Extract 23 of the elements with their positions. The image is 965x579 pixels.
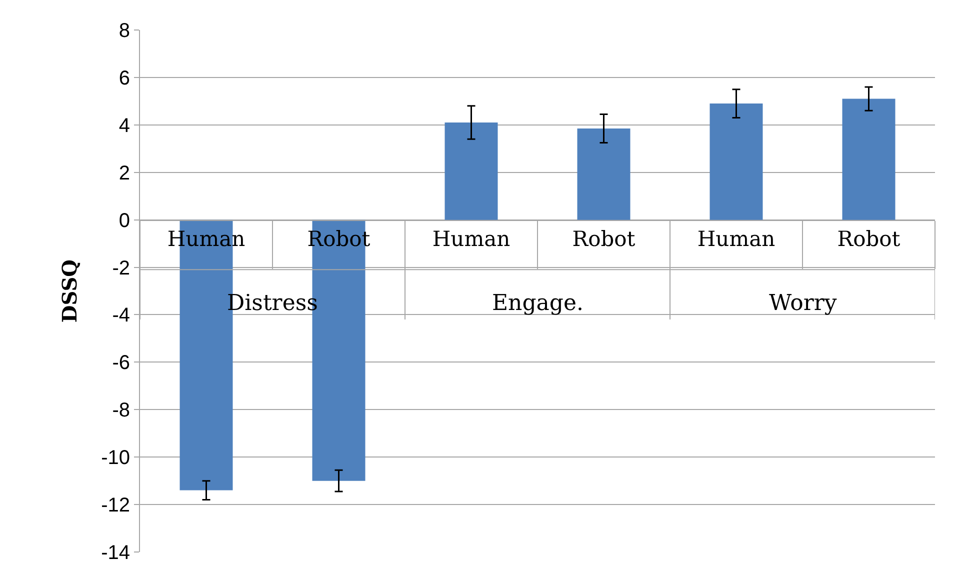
annotation: Worry	[769, 291, 838, 316]
y-tick-label: -12	[101, 494, 130, 517]
y-tick-label: -6	[112, 352, 130, 374]
y-tick-label: -10	[101, 447, 130, 470]
y-tick-label: 6	[118, 67, 130, 90]
y-tick-label: 4	[118, 114, 130, 137]
x-tick-label: Robot	[837, 227, 901, 252]
y-tick-label: 0	[118, 210, 130, 232]
y-tick-label: 2	[118, 162, 130, 184]
bar	[577, 128, 630, 220]
y-tick-label: -8	[112, 400, 130, 422]
y-tick-label: 8	[118, 20, 130, 42]
x-tick-label: Human	[432, 227, 510, 252]
y-tick-label: -2	[112, 257, 130, 280]
bar	[444, 122, 498, 220]
x-tick-label: Human	[697, 227, 776, 252]
bar	[842, 98, 896, 220]
y-tick-label: -4	[112, 304, 130, 327]
annotation: Engage.	[492, 291, 584, 316]
bar	[710, 104, 763, 220]
x-tick-label: Robot	[572, 227, 636, 252]
y-tick-label: -14	[101, 542, 130, 564]
y-axis-title: DSSQ	[58, 259, 82, 323]
